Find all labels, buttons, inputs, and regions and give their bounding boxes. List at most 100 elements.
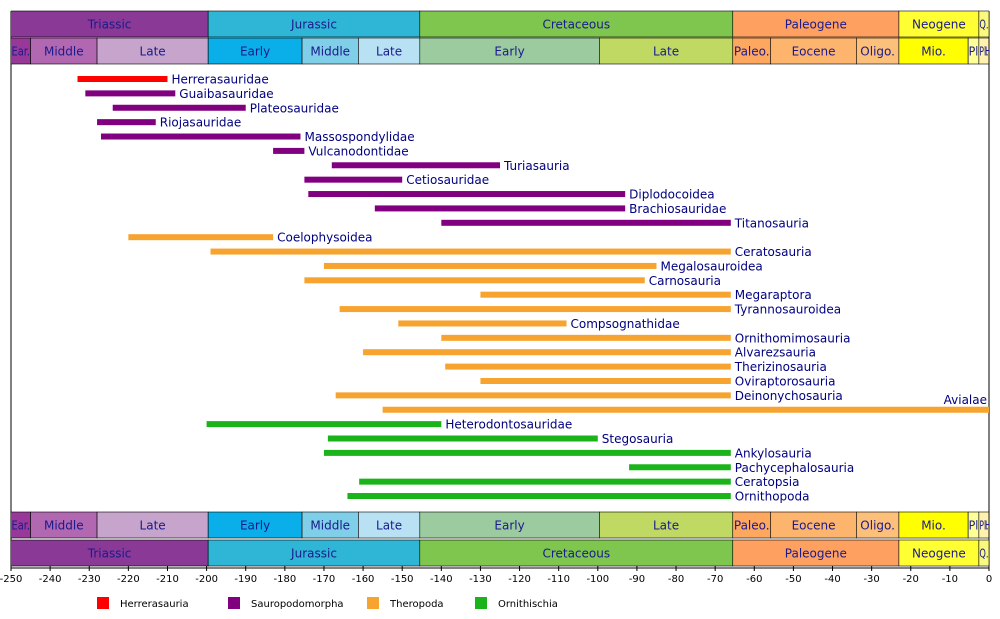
epoch-band	[898, 37, 969, 65]
tick-label: -110	[547, 574, 570, 585]
range-bar	[445, 363, 731, 370]
bar-label: Coelophysoidea	[277, 231, 372, 245]
period-band	[207, 539, 421, 567]
epoch-band	[358, 37, 421, 65]
epoch-label: Pl	[969, 45, 979, 59]
period-band	[898, 10, 980, 38]
legend-swatch	[475, 597, 487, 609]
bar-label: Vulcanodontidae	[308, 144, 408, 158]
bar-label: Oviraptorosauria	[735, 374, 836, 388]
epoch-label: Early	[494, 519, 524, 533]
bar-label: Brachiosauridae	[629, 202, 726, 216]
range-bar	[308, 191, 626, 198]
legend-label: Herrerasauria	[120, 599, 189, 610]
period-band	[978, 10, 989, 38]
bar-label: Diplodocoidea	[629, 188, 714, 202]
bar-label: Compsognathidae	[571, 317, 680, 331]
epoch-label: Late	[376, 45, 402, 59]
tick-label: -170	[313, 574, 336, 585]
range-bar	[629, 464, 731, 471]
bar-label: Ornithopoda	[735, 490, 810, 504]
period-label: Q.	[979, 18, 988, 32]
bar-label: Stegosauria	[602, 432, 674, 446]
bar-label: Riojasauridae	[160, 116, 242, 130]
legend-swatch	[97, 597, 109, 609]
epoch-label: H.	[985, 519, 993, 533]
range-bar	[323, 449, 731, 456]
range-bar	[480, 291, 731, 298]
bands: Triassic Jurassic Cretaceous Paleogene Neoge…	[11, 10, 993, 567]
epoch-band	[301, 511, 359, 539]
range-bar	[304, 176, 403, 183]
tick-label: -140	[430, 574, 453, 585]
tick-label: -40	[824, 574, 840, 585]
bar-label: Pachycephalosauria	[735, 461, 854, 475]
tick-label: -210	[156, 574, 179, 585]
period-label: Cretaceous	[542, 547, 610, 561]
period-band	[732, 10, 900, 38]
tick-label: -200	[195, 574, 218, 585]
bar-label: Therizinosauria	[734, 360, 827, 374]
period-label: Jurassic	[290, 547, 337, 561]
epoch-label: Paleo.	[734, 45, 770, 59]
bar-label: Guaibasauridae	[179, 87, 273, 101]
range-bar	[335, 392, 731, 399]
range-bar	[97, 119, 156, 126]
epoch-label: Late	[140, 45, 166, 59]
epoch-band	[898, 511, 969, 539]
period-band	[978, 539, 989, 567]
range-bar	[273, 147, 305, 154]
range-bar	[100, 133, 301, 140]
period-band	[419, 10, 734, 38]
bar-label: Herrerasauridae	[171, 73, 268, 87]
epoch-label: Oligo.	[860, 45, 895, 59]
range-bar	[304, 277, 645, 284]
epoch-label: Middle	[44, 519, 84, 533]
tick-label: -230	[78, 574, 101, 585]
epoch-label: Mio.	[921, 45, 946, 59]
range-bar	[363, 349, 731, 356]
tick-label: -130	[469, 574, 492, 585]
range-bar	[480, 377, 731, 384]
period-label: Triassic	[87, 547, 132, 561]
epoch-label: Ear.	[12, 519, 31, 533]
range-bar	[112, 104, 246, 111]
epoch-label: Paleo.	[734, 519, 770, 533]
tick-label: -30	[863, 574, 879, 585]
epoch-band	[30, 37, 98, 65]
range-bar	[347, 493, 731, 500]
range-bar	[77, 76, 168, 82]
period-label: Jurassic	[290, 18, 337, 32]
epoch-label: Late	[376, 519, 402, 533]
range-bar	[441, 219, 731, 226]
epoch-band	[207, 511, 303, 539]
epoch-label: Middle	[310, 519, 350, 533]
bar-label: Avialae	[944, 393, 987, 407]
tick-label: -190	[234, 574, 257, 585]
epoch-label: Late	[140, 519, 166, 533]
epoch-label: Oligo.	[860, 519, 895, 533]
bar-label: Turiasauria	[503, 159, 570, 173]
epoch-label: Ear.	[12, 45, 31, 59]
legend-label: Ornithischia	[498, 599, 558, 610]
epoch-band	[419, 37, 600, 65]
bar-label: Megaraptora	[735, 288, 812, 302]
epoch-label: Early	[240, 519, 270, 533]
tick-label: -250	[0, 574, 22, 585]
epoch-band	[732, 511, 772, 539]
epoch-label: Eocene	[792, 45, 836, 59]
range-bar	[441, 334, 731, 341]
bar-label: Massospondylidae	[304, 130, 414, 144]
range-bar	[85, 90, 176, 97]
bar-label: Deinonychosauria	[735, 389, 843, 403]
legend: Herrerasauria Sauropodomorpha Theropoda Orn…	[97, 597, 558, 610]
epoch-band	[770, 511, 857, 539]
tick-label: -240	[39, 574, 62, 585]
epoch-label: Early	[240, 45, 270, 59]
x-axis: -250 -240 -230 -220 -210 -200 -190 -180 -170 -160…	[0, 566, 992, 585]
legend-swatch	[228, 597, 240, 609]
period-band	[732, 539, 900, 567]
period-label: Q.	[979, 547, 988, 561]
epoch-band	[770, 37, 857, 65]
